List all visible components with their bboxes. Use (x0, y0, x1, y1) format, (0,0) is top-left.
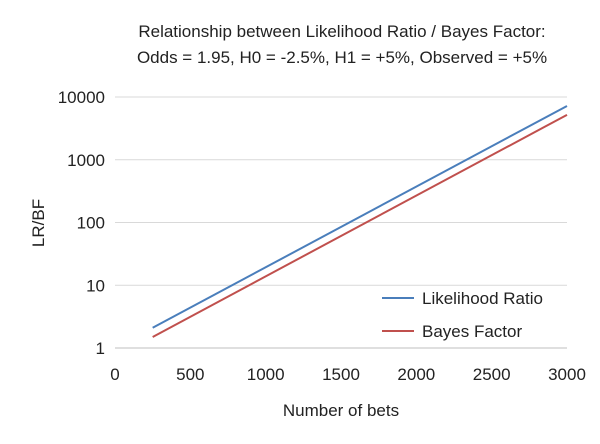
series-line-bayes-factor (152, 113, 568, 338)
x-tick-label: 1000 (247, 365, 285, 384)
x-axis-title: Number of bets (283, 401, 399, 420)
x-axis-ticks: 0 500 1000 1500 2000 2500 3000 (110, 365, 586, 384)
series-line-likelihood-ratio (152, 105, 568, 329)
y-tick-label: 1000 (67, 151, 105, 170)
y-axis-title: LR/BF (29, 199, 48, 247)
x-tick-label: 0 (110, 365, 119, 384)
y-tick-label: 100 (77, 214, 105, 233)
gridlines (115, 96, 567, 349)
legend-label-likelihood-ratio: Likelihood Ratio (422, 289, 543, 308)
x-tick-label: 1500 (322, 365, 360, 384)
legend-label-bayes-factor: Bayes Factor (422, 322, 522, 341)
legend: Likelihood Ratio Bayes Factor (382, 289, 543, 341)
y-tick-label: 1 (96, 339, 105, 358)
y-tick-label: 10000 (58, 88, 105, 107)
x-tick-label: 2000 (397, 365, 435, 384)
series-lines (152, 105, 568, 338)
x-tick-label: 500 (176, 365, 204, 384)
chart-title-line-1: Relationship between Likelihood Ratio / … (138, 22, 545, 41)
y-tick-label: 10 (86, 276, 105, 295)
y-axis-ticks: 1 10 100 1000 10000 (58, 88, 105, 358)
x-tick-label: 3000 (548, 365, 586, 384)
x-tick-label: 2500 (473, 365, 511, 384)
chart-title-line-2: Odds = 1.95, H0 = -2.5%, H1 = +5%, Obser… (137, 48, 547, 67)
